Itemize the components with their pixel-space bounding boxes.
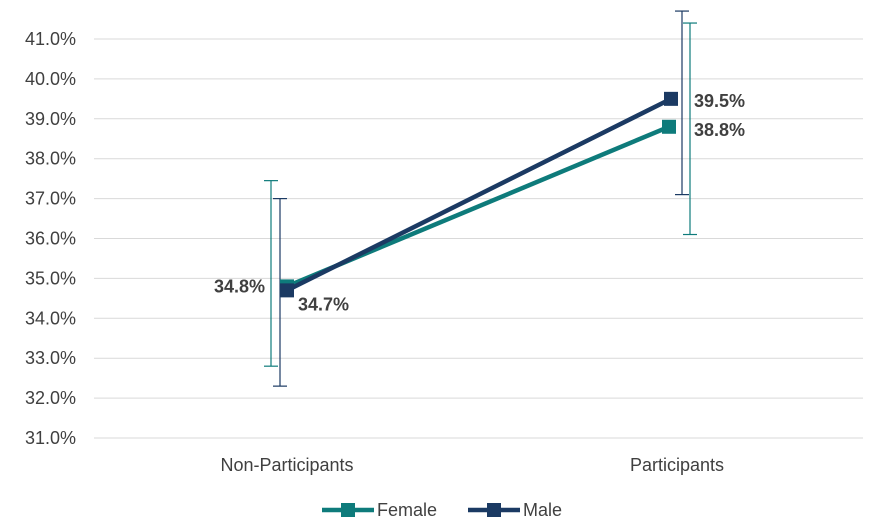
y-tick-label: 40.0% xyxy=(25,69,76,89)
y-tick-label: 36.0% xyxy=(25,229,76,249)
data-point-marker xyxy=(280,283,294,298)
data-label: 34.8% xyxy=(214,276,265,296)
series-line-male xyxy=(285,96,673,293)
y-tick-label: 38.0% xyxy=(25,149,76,169)
data-point-marker xyxy=(664,91,678,106)
legend-marker-female xyxy=(341,503,355,517)
y-tick-label: 41.0% xyxy=(25,29,76,49)
y-tick-label: 37.0% xyxy=(25,189,76,209)
legend-label-female: Female xyxy=(377,500,437,520)
data-label: 39.5% xyxy=(694,91,745,111)
x-category-label: Non-Participants xyxy=(220,455,353,475)
y-tick-label: 32.0% xyxy=(25,388,76,408)
legend-marker-male xyxy=(487,503,501,517)
data-label: 38.8% xyxy=(694,120,745,140)
x-category-label: Participants xyxy=(630,455,724,475)
y-tick-label: 35.0% xyxy=(25,268,76,288)
y-tick-label: 31.0% xyxy=(25,428,76,448)
y-tick-label: 33.0% xyxy=(25,348,76,368)
legend-label-male: Male xyxy=(523,500,562,520)
data-label: 34.7% xyxy=(298,294,349,314)
y-tick-label: 39.0% xyxy=(25,109,76,129)
data-point-marker xyxy=(662,119,676,134)
y-tick-label: 34.0% xyxy=(25,308,76,328)
